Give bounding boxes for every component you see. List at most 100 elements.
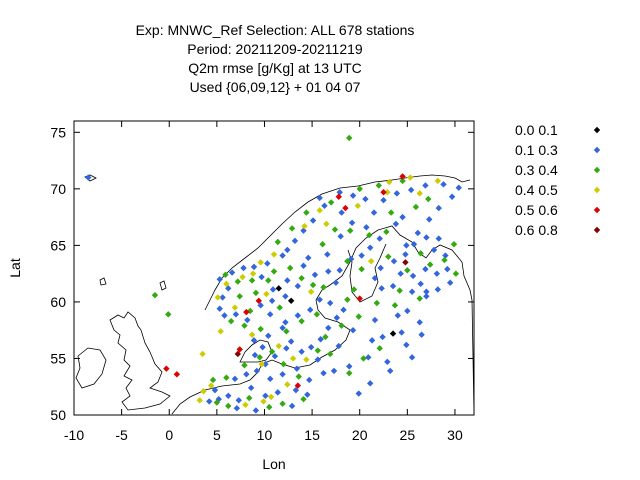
data-point	[252, 289, 260, 297]
data-point	[283, 328, 290, 335]
data-point	[371, 274, 379, 282]
data-point	[262, 392, 269, 399]
data-point	[234, 278, 242, 285]
data-point	[336, 189, 343, 196]
data-point	[399, 173, 406, 180]
x-tick-label: 30	[447, 427, 463, 443]
data-point	[269, 286, 277, 293]
data-point	[298, 274, 305, 282]
data-point	[233, 405, 241, 412]
x-tick-label: 0	[165, 427, 173, 443]
data-point	[307, 288, 315, 295]
x-tick-label: -5	[115, 427, 128, 443]
data-point	[225, 402, 232, 410]
data-point	[225, 392, 232, 399]
data-point	[231, 375, 239, 383]
data-point	[265, 277, 272, 284]
data-point	[262, 360, 269, 368]
data-point	[246, 394, 253, 402]
legend-marker	[593, 146, 601, 154]
legend-marker	[593, 226, 601, 234]
data-point	[397, 270, 404, 277]
y-axis-label: Lat	[7, 258, 23, 278]
data-point	[330, 367, 338, 375]
data-point	[399, 177, 406, 185]
data-point	[280, 360, 287, 368]
data-point	[383, 228, 390, 236]
data-point	[292, 386, 300, 394]
data-point	[270, 268, 278, 275]
data-point	[371, 316, 379, 324]
data-point	[270, 251, 278, 258]
data-point	[398, 329, 405, 336]
data-point	[423, 234, 430, 241]
data-point	[394, 312, 402, 319]
data-point	[366, 232, 373, 239]
data-point	[263, 290, 270, 298]
x-tick-label: -10	[64, 427, 84, 443]
data-point	[287, 338, 295, 345]
data-point	[442, 252, 449, 259]
data-point	[307, 343, 315, 351]
data-point	[196, 397, 203, 404]
data-point	[248, 277, 256, 284]
data-point	[227, 317, 235, 325]
data-point	[276, 304, 283, 311]
coastline-ireland	[75, 347, 107, 389]
data-point	[358, 252, 365, 259]
coastline-faroe	[99, 277, 107, 286]
data-point	[240, 264, 247, 272]
data-point	[348, 219, 356, 226]
x-axis-label: Lon	[262, 456, 285, 472]
legend: 0.0 0.1 0.1 0.3 0.3 0.4 0.4 0.5 0.5 0.6 0.6 0…	[515, 122, 601, 238]
data-point	[252, 407, 260, 414]
data-point	[217, 328, 224, 335]
data-point	[416, 319, 423, 326]
data-point	[311, 271, 319, 278]
data-point	[356, 185, 363, 193]
data-point	[324, 251, 331, 258]
x-tick-label: 25	[400, 427, 416, 443]
data-point	[234, 350, 242, 358]
data-point	[284, 246, 291, 254]
data-point	[216, 305, 223, 312]
data-point	[264, 260, 271, 267]
data-point	[199, 350, 206, 358]
data-point	[340, 306, 347, 314]
data-point	[247, 384, 255, 392]
data-point	[298, 348, 305, 355]
data-point	[346, 134, 353, 142]
coastline-great-britain	[109, 311, 171, 411]
data-point	[85, 174, 92, 181]
data-point	[294, 282, 302, 290]
data-point	[370, 209, 378, 216]
data-point	[373, 299, 381, 307]
data-point	[403, 341, 410, 349]
data-point	[380, 196, 387, 204]
data-point	[377, 264, 384, 272]
data-point	[386, 367, 394, 375]
data-point	[389, 282, 397, 290]
data-point	[291, 237, 299, 245]
x-tick-label: 15	[304, 427, 320, 443]
data-point	[207, 382, 215, 389]
data-point	[267, 393, 275, 401]
data-point	[416, 295, 423, 302]
data-point	[325, 268, 332, 275]
data-point	[422, 265, 429, 273]
data-point	[423, 293, 430, 300]
data-point	[258, 360, 265, 368]
data-point	[344, 258, 351, 265]
data-point	[336, 267, 343, 274]
data-point	[326, 350, 334, 358]
data-point	[206, 398, 213, 405]
data-point	[316, 207, 323, 214]
data-point	[283, 345, 290, 352]
data-point	[385, 253, 392, 260]
data-point	[408, 288, 416, 295]
data-point	[314, 356, 322, 363]
data-point	[418, 331, 425, 338]
x-tick-label: 5	[213, 427, 221, 443]
data-point	[425, 195, 432, 203]
data-point	[250, 263, 258, 271]
